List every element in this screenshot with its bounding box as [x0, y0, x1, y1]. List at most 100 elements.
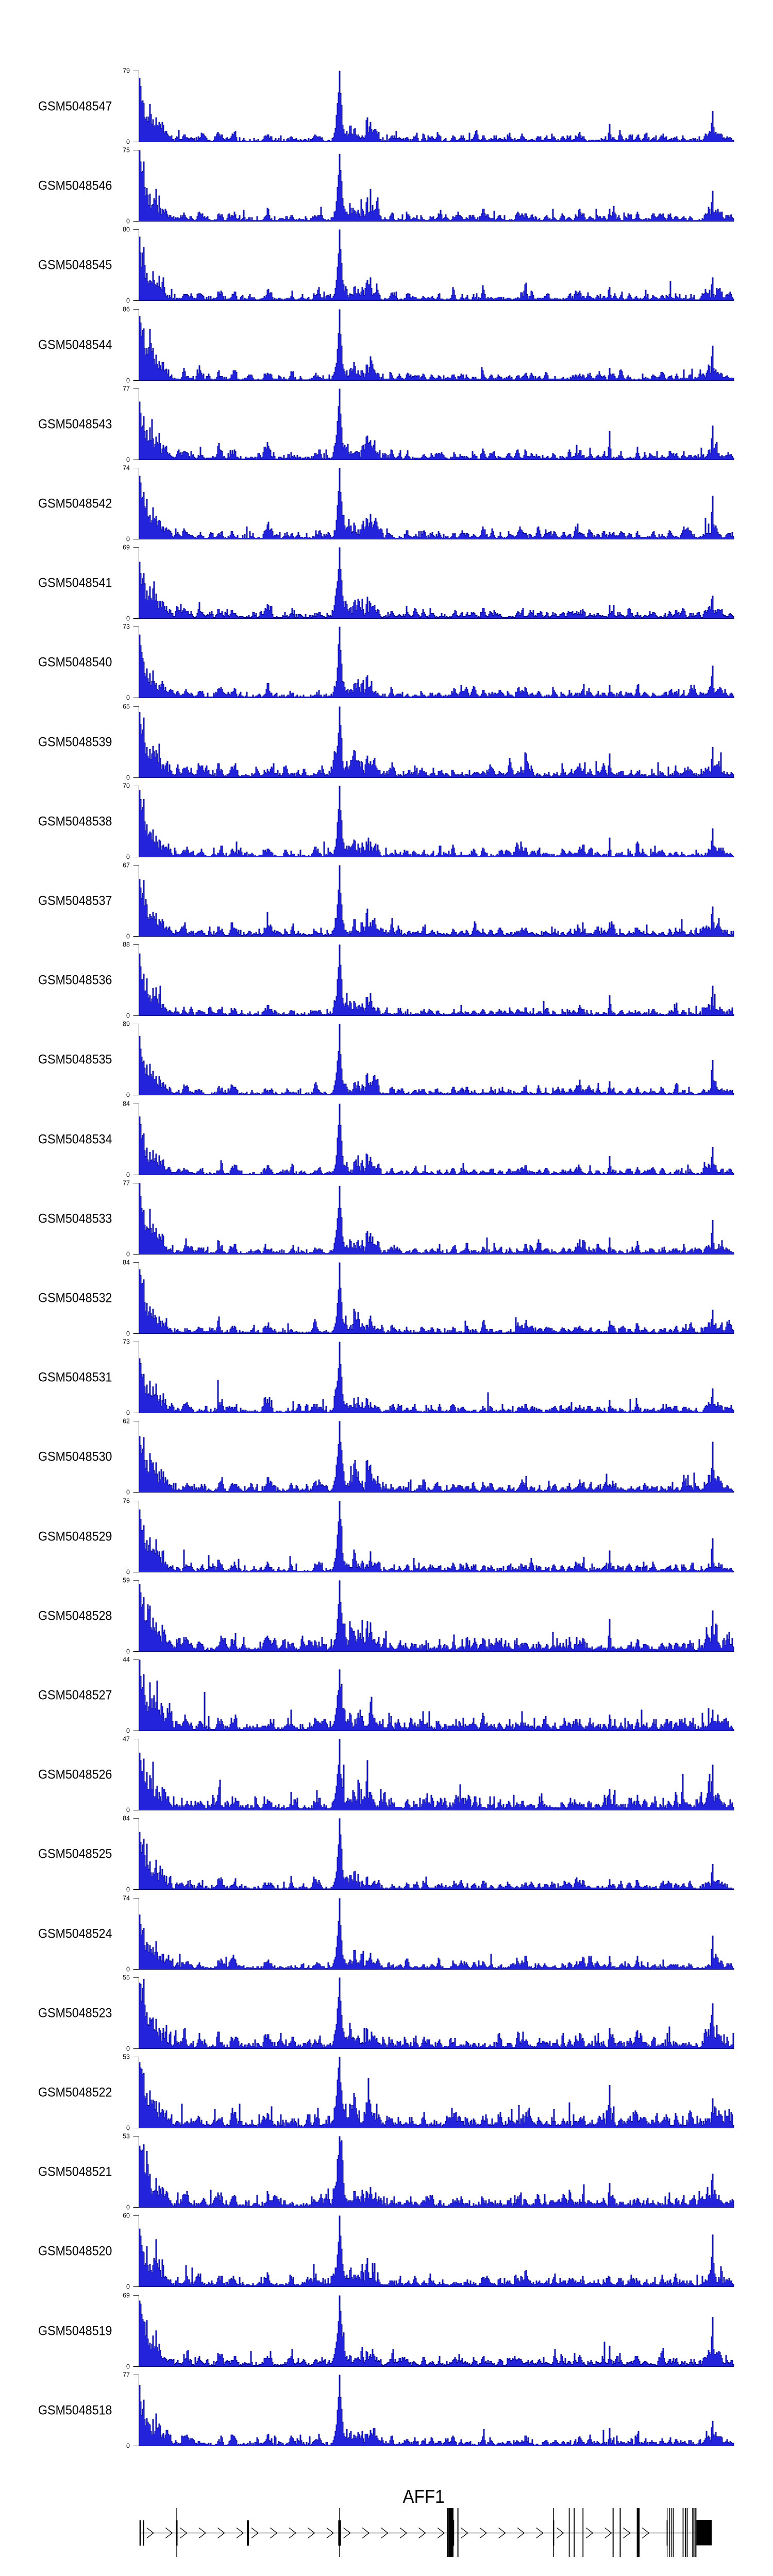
track-ymax-label: 86	[123, 306, 130, 313]
coverage-track-row: GSM5048529 76 0	[38, 1498, 734, 1576]
track-sample-label: GSM5048523	[38, 2006, 112, 2020]
coverage-area	[139, 1659, 734, 1731]
coverage-area	[139, 706, 734, 778]
track-sample-label: GSM5048540	[38, 655, 112, 669]
track-zero-label: 0	[126, 2125, 130, 2132]
track-sample-label: GSM5048526	[38, 1767, 112, 1782]
track-y-axis	[133, 309, 139, 381]
coverage-track-row: GSM5048541 69 0	[38, 544, 734, 622]
track-sample-label: GSM5048539	[38, 735, 112, 749]
track-zero-label: 0	[126, 1012, 130, 1020]
coverage-area	[139, 1421, 734, 1493]
gene-exon	[582, 2508, 584, 2557]
track-y-axis	[133, 944, 139, 1016]
strand-arrow-icon	[604, 2527, 612, 2539]
gene-name-label: AFF1	[403, 2486, 445, 2507]
track-y-axis	[133, 1421, 139, 1493]
coverage-track-row: GSM5048535 89 0	[38, 1021, 734, 1099]
strand-arrow-icon	[198, 2527, 207, 2539]
track-y-axis	[133, 706, 139, 778]
coverage-area	[139, 944, 734, 1016]
track-y-axis	[133, 1183, 139, 1255]
gene-exon	[457, 2508, 459, 2557]
track-y-axis	[133, 1262, 139, 1334]
strand-arrow-icon	[399, 2527, 408, 2539]
track-zero-label: 0	[126, 2363, 130, 2370]
gene-model-layer: AFF1	[139, 2486, 712, 2557]
gene-exon	[338, 2520, 341, 2546]
gene-exon	[682, 2508, 684, 2557]
track-zero-label: 0	[126, 1569, 130, 1576]
strand-arrow-icon	[362, 2527, 370, 2539]
coverage-area	[139, 1739, 734, 1810]
track-ymax-label: 77	[123, 385, 130, 393]
track-ymax-label: 70	[123, 783, 130, 790]
gene-exon	[143, 2520, 144, 2546]
coverage-track-row: GSM5048528 59 0	[38, 1577, 734, 1655]
track-zero-label: 0	[126, 1251, 130, 1258]
track-sample-label: GSM5048532	[38, 1291, 112, 1305]
coverage-track-row: GSM5048523 55 0	[38, 1974, 734, 2053]
track-y-axis	[133, 468, 139, 539]
track-ymax-label: 79	[123, 67, 130, 75]
track-ymax-label: 74	[123, 465, 130, 472]
coverage-track-row: GSM5048545 80 0	[38, 226, 734, 304]
track-ymax-label: 53	[123, 2133, 130, 2140]
coverage-area	[139, 388, 734, 460]
track-zero-label: 0	[126, 297, 130, 304]
track-y-axis	[133, 786, 139, 857]
track-sample-label: GSM5048543	[38, 417, 112, 431]
gene-exon	[447, 2508, 448, 2557]
strand-arrow-icon	[326, 2527, 334, 2539]
coverage-area	[139, 1342, 734, 1413]
coverage-area	[139, 309, 734, 381]
coverage-area	[139, 1580, 734, 1652]
gene-exon	[247, 2520, 249, 2546]
strand-arrow-icon	[461, 2527, 468, 2539]
track-ymax-label: 84	[123, 1259, 130, 1266]
coverage-area	[139, 150, 734, 222]
track-zero-label: 0	[126, 536, 130, 543]
track-ymax-label: 80	[123, 226, 130, 233]
coverage-area	[139, 2215, 734, 2287]
coverage-area	[139, 1501, 734, 1572]
track-y-axis	[133, 229, 139, 301]
track-zero-label: 0	[126, 1727, 130, 1735]
track-sample-label: GSM5048521	[38, 2164, 112, 2179]
track-ymax-label: 60	[123, 2212, 130, 2219]
gene-exon	[612, 2508, 614, 2557]
track-ymax-label: 69	[123, 544, 130, 551]
track-zero-label: 0	[126, 2045, 130, 2053]
coverage-track-row: GSM5048531 73 0	[38, 1338, 734, 1417]
gene-exon	[139, 2520, 141, 2546]
track-sample-label: GSM5048546	[38, 178, 112, 193]
track-y-axis	[133, 1024, 139, 1095]
coverage-track-row: GSM5048537 67 0	[38, 862, 734, 940]
gene-exon	[695, 2508, 697, 2557]
track-ymax-label: 74	[123, 1895, 130, 1902]
track-sample-label: GSM5048531	[38, 1370, 112, 1384]
coverage-area	[139, 2295, 734, 2367]
coverage-track-row: GSM5048525 84 0	[38, 1815, 734, 1893]
strand-arrow-icon	[642, 2527, 650, 2539]
track-y-axis	[133, 1818, 139, 1890]
strand-arrow-icon	[498, 2527, 506, 2539]
gene-exon	[176, 2520, 178, 2546]
coverage-area	[139, 1977, 734, 2049]
track-ymax-label: 77	[123, 2371, 130, 2379]
gene-exon	[684, 2508, 686, 2557]
track-ymax-label: 53	[123, 2054, 130, 2061]
track-zero-label: 0	[126, 377, 130, 384]
strand-arrow-icon	[146, 2527, 154, 2539]
track-sample-label: GSM5048522	[38, 2085, 112, 2099]
track-ymax-label: 69	[123, 2292, 130, 2299]
track-zero-label: 0	[126, 774, 130, 782]
track-sample-label: GSM5048528	[38, 1608, 112, 1623]
coverage-area	[139, 1024, 734, 1095]
track-sample-label: GSM5048534	[38, 1132, 112, 1146]
coverage-track-row: GSM5048527 44 0	[38, 1656, 734, 1735]
track-zero-label: 0	[126, 1966, 130, 1973]
strand-arrow-icon	[180, 2527, 188, 2539]
strand-arrow-icon	[479, 2527, 488, 2539]
